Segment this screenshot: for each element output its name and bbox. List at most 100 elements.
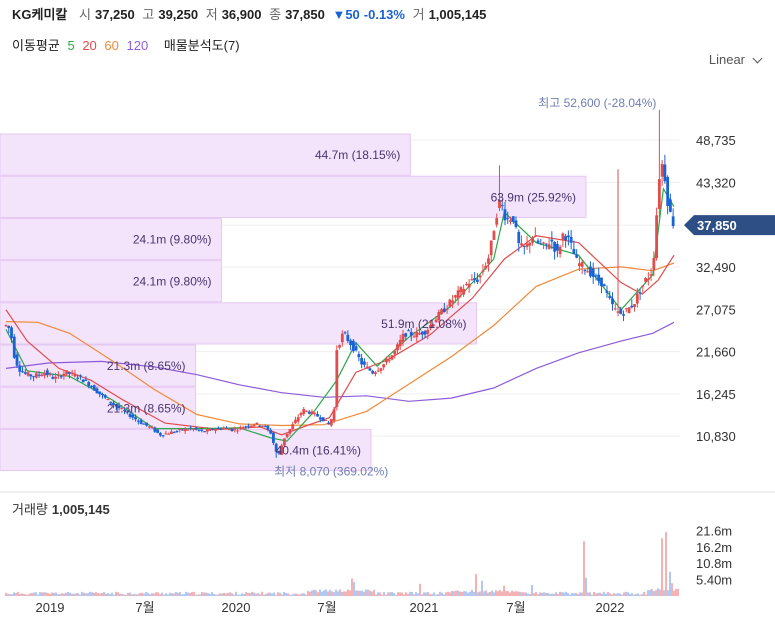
volume-bar — [289, 594, 291, 596]
candle-body — [544, 243, 548, 245]
candle-body — [594, 275, 598, 277]
volume-bar — [421, 594, 423, 596]
candle-body — [26, 372, 30, 376]
moving-average-label[interactable]: 이동평균 — [12, 38, 60, 53]
candle-body — [161, 435, 165, 437]
candle-body — [652, 257, 656, 270]
volume-bar — [401, 592, 403, 596]
indicator-legend[interactable]: 이동평균 5 20 60 120 매물분석도(7) — [12, 35, 244, 54]
volume-bar — [193, 591, 195, 596]
price-axis: 48,735 43,320 32,490 27,075 21,660 16,245 10,8… — [696, 133, 736, 444]
candle-body — [68, 372, 71, 374]
ma60-line — [5, 262, 675, 427]
volume-tick-label: 16.2m — [696, 540, 732, 555]
candle-body — [37, 374, 41, 376]
scale-mode-dropdown[interactable]: Linear — [708, 52, 745, 67]
volume-bar — [145, 592, 147, 596]
volume-bar — [339, 589, 341, 596]
candle-body — [170, 431, 173, 435]
candle-body — [638, 292, 642, 294]
volume-bar — [195, 594, 197, 596]
volume-bar — [591, 594, 593, 596]
candle-body — [225, 427, 228, 429]
volume-panel-title: 거래량 1,005,145 — [12, 499, 110, 518]
candle-body — [517, 231, 521, 244]
close-value: 37,850 — [285, 7, 325, 22]
volume-bar — [529, 594, 531, 596]
volume-bar — [505, 590, 507, 596]
price-tick-label: 10,830 — [696, 429, 736, 444]
candle-body — [244, 426, 248, 428]
volume-bar — [565, 591, 567, 596]
volume-profile-label: 24.1m (9.80%) — [133, 275, 212, 289]
candle-body — [528, 242, 532, 246]
volume-profile-toggle[interactable]: 매물분석도(7) — [163, 38, 240, 53]
candle-body — [208, 428, 212, 431]
candle-body — [139, 420, 143, 424]
volume-bar — [67, 591, 69, 596]
volume-bar — [279, 592, 281, 596]
close-label: 종 — [269, 7, 282, 22]
volume-bar — [389, 592, 391, 596]
volume-bar — [393, 593, 395, 596]
candle-body — [396, 344, 399, 351]
candle-body — [205, 429, 209, 432]
volume-profile-labels: 44.7m (18.15%) 63.9m (25.92%) 24.1m (9.80%… — [107, 148, 576, 457]
candle-body — [321, 417, 325, 422]
volume-bar — [397, 592, 399, 596]
volume-bar — [247, 592, 249, 596]
candle-body — [136, 420, 140, 422]
volume-bar — [151, 593, 153, 596]
volume-bar — [471, 589, 473, 596]
candle-body — [128, 413, 132, 417]
candle-body — [95, 388, 99, 394]
candle-body — [296, 417, 300, 422]
candle-body — [29, 374, 33, 377]
volume-bar — [517, 591, 519, 596]
volume-bar — [341, 591, 343, 596]
volume-bar — [355, 590, 357, 596]
volume-bar — [141, 592, 143, 596]
volume-bar — [197, 594, 199, 596]
candle-body — [608, 296, 612, 298]
candle-body — [120, 408, 124, 410]
candle-body — [219, 428, 223, 430]
candle-body — [349, 340, 353, 346]
candle-body — [657, 179, 661, 210]
candle-body — [520, 243, 523, 246]
volume-bar — [19, 593, 21, 596]
volume-profile-label: 21.3m (8.65%) — [107, 401, 186, 415]
candle-body — [164, 433, 168, 435]
volume-bar — [203, 592, 205, 596]
time-tick-label: 2022 — [596, 600, 625, 615]
volume-bar — [85, 593, 87, 596]
candle-body — [583, 270, 587, 272]
candle-body — [671, 216, 675, 227]
candle-body — [233, 429, 237, 431]
time-tick-label: 7월 — [506, 600, 525, 615]
candle-body — [343, 332, 347, 334]
volume-bar — [599, 592, 601, 596]
volume-bar — [137, 594, 139, 596]
volume-bar — [103, 591, 105, 596]
candle-body — [252, 424, 256, 427]
volume-bar — [105, 593, 107, 596]
volume-bar — [343, 591, 345, 596]
volume-bar — [167, 594, 169, 596]
candle-body — [503, 209, 507, 221]
candle-body — [59, 376, 63, 378]
candle-body — [459, 287, 463, 293]
candle-body — [109, 401, 113, 404]
volume-bar — [71, 593, 73, 596]
volume-bar — [239, 594, 241, 596]
volume-bar — [129, 592, 131, 596]
volume-bar — [81, 591, 83, 596]
ma120-line — [5, 321, 675, 402]
volume-bar — [635, 593, 637, 596]
candle-body — [288, 428, 292, 434]
candle-body — [467, 283, 471, 288]
volume-bar — [111, 592, 113, 596]
volume-tick-label: 10.8m — [696, 556, 732, 571]
volume-bar — [217, 594, 219, 596]
